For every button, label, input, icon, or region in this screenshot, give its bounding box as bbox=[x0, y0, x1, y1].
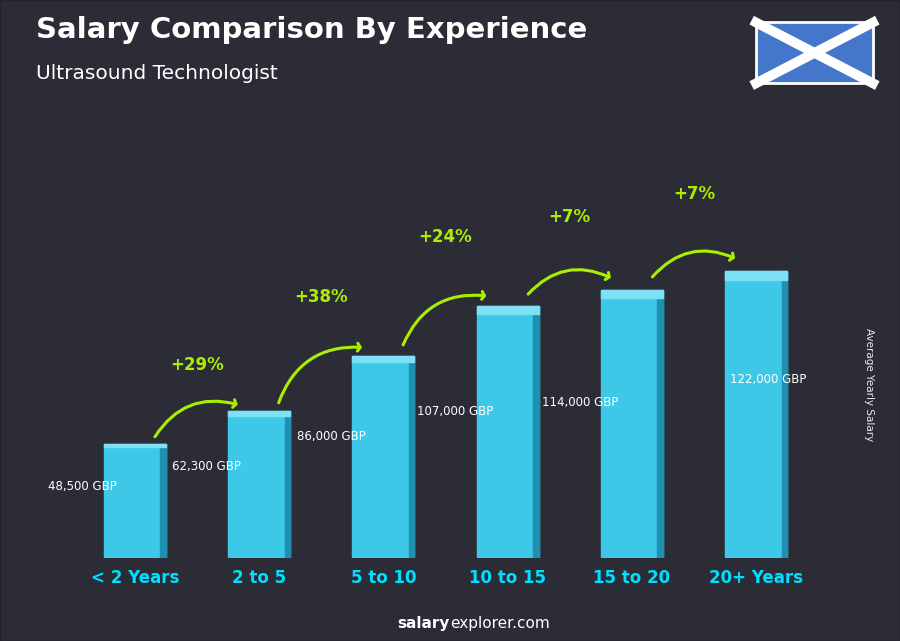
Text: +24%: +24% bbox=[418, 228, 472, 246]
Text: 107,000 GBP: 107,000 GBP bbox=[418, 405, 493, 419]
Text: +38%: +38% bbox=[294, 288, 348, 306]
Bar bbox=[284, 412, 290, 558]
Text: explorer.com: explorer.com bbox=[450, 617, 550, 631]
Bar bbox=[782, 271, 788, 558]
Bar bbox=[228, 412, 290, 558]
Bar bbox=[477, 306, 539, 558]
Text: Ultrasound Technologist: Ultrasound Technologist bbox=[36, 64, 278, 83]
Text: 86,000 GBP: 86,000 GBP bbox=[297, 430, 365, 443]
Bar bbox=[477, 306, 539, 314]
Bar bbox=[409, 356, 414, 558]
Text: +7%: +7% bbox=[673, 185, 716, 203]
Bar bbox=[352, 356, 414, 362]
Bar bbox=[601, 290, 663, 298]
Text: Average Yearly Salary: Average Yearly Salary bbox=[863, 328, 874, 441]
Text: +29%: +29% bbox=[170, 356, 224, 374]
Bar bbox=[725, 271, 788, 280]
Bar bbox=[228, 412, 290, 416]
Bar bbox=[725, 271, 788, 558]
Bar bbox=[104, 444, 166, 558]
Text: salary: salary bbox=[398, 617, 450, 631]
Text: 48,500 GBP: 48,500 GBP bbox=[49, 481, 117, 494]
Bar bbox=[533, 306, 539, 558]
Bar bbox=[352, 356, 414, 558]
Bar bbox=[104, 444, 166, 447]
Text: 122,000 GBP: 122,000 GBP bbox=[731, 374, 806, 387]
Text: 114,000 GBP: 114,000 GBP bbox=[542, 395, 618, 409]
Bar bbox=[601, 290, 663, 558]
Bar bbox=[160, 444, 166, 558]
Text: Salary Comparison By Experience: Salary Comparison By Experience bbox=[36, 16, 587, 44]
Bar bbox=[657, 290, 663, 558]
Text: +7%: +7% bbox=[549, 208, 590, 226]
Text: 62,300 GBP: 62,300 GBP bbox=[173, 460, 241, 474]
